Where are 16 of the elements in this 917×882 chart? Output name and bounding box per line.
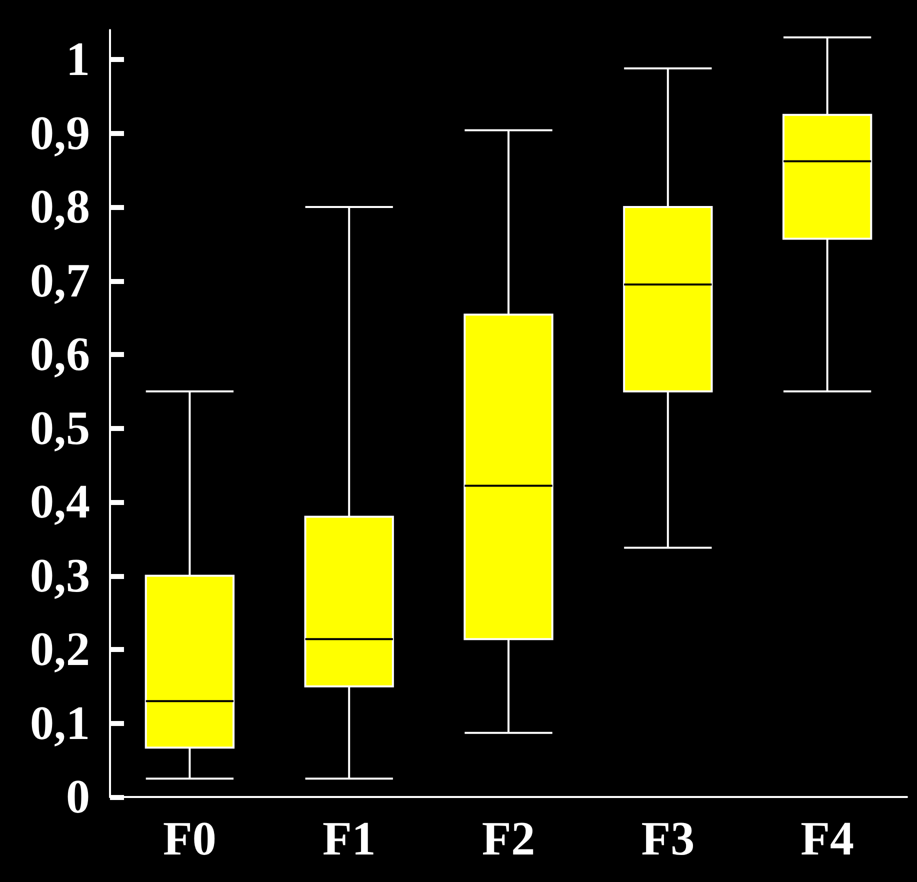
y-tick-label: 0,6: [30, 328, 90, 381]
y-tick-label: 0,4: [30, 476, 90, 528]
y-tick-label: 0,8: [30, 180, 90, 234]
y-tick-label: 0,7: [30, 254, 90, 308]
y-tick-label: 1: [66, 33, 90, 86]
x-tick-label: F0: [163, 812, 216, 866]
y-tick-label: 0,3: [30, 549, 90, 602]
x-tick-label: F2: [482, 812, 536, 866]
y-tick-label: 0,5: [30, 402, 90, 455]
x-tick-label: F3: [641, 812, 695, 866]
y-tick-label: 0,1: [30, 696, 90, 750]
x-tick-label: F1: [322, 812, 376, 866]
y-tick-label: 0: [66, 770, 90, 824]
y-tick-label: 0,2: [30, 623, 90, 676]
x-tick-label: F4: [800, 812, 854, 866]
y-tick-label: 0,9: [30, 106, 90, 160]
